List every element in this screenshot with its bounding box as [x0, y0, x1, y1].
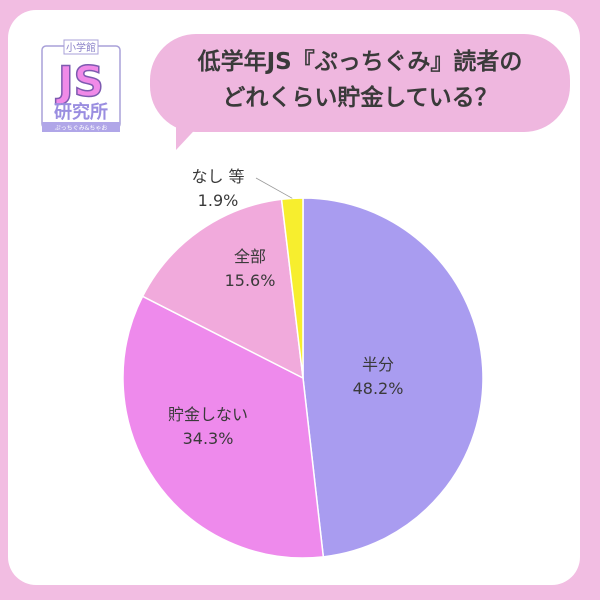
- slice-value-label: 15.6%: [225, 271, 276, 290]
- slice-label: 全部: [234, 247, 266, 266]
- title-line-1: 低学年JS『ぷっちぐみ』読者の: [197, 49, 523, 75]
- slice-label: なし 等: [191, 167, 244, 186]
- slice-value-label: 34.3%: [183, 429, 234, 448]
- title-line-2: どれくらい貯金している？: [222, 85, 498, 111]
- slice-label: 貯金しない: [168, 405, 248, 424]
- slice-label: 半分: [362, 355, 394, 374]
- slice-value-label: 48.2%: [353, 379, 404, 398]
- title-bubble: [150, 34, 570, 132]
- logo-bottom-text: 研究所: [54, 101, 108, 123]
- logo-top-text: 小学館: [66, 41, 96, 54]
- pie-slice: [280, 197, 304, 379]
- pie-slice: [141, 198, 304, 380]
- js-lab-logo: 小学館 JS 研究所 ぷっちぐみ&ちゃお: [41, 39, 121, 132]
- pie-slice: [122, 295, 325, 559]
- logo-main-text: JS: [55, 57, 104, 106]
- chart-title: 低学年JS『ぷっちぐみ』読者の どれくらい貯金している？: [150, 44, 570, 116]
- leader-line: [255, 177, 293, 199]
- pie-slice: [302, 197, 484, 558]
- logo-ribbon-text: ぷっちぐみ&ちゃお: [55, 125, 108, 132]
- slice-value-label: 1.9%: [198, 191, 239, 210]
- title-bubble-tail: [176, 120, 204, 150]
